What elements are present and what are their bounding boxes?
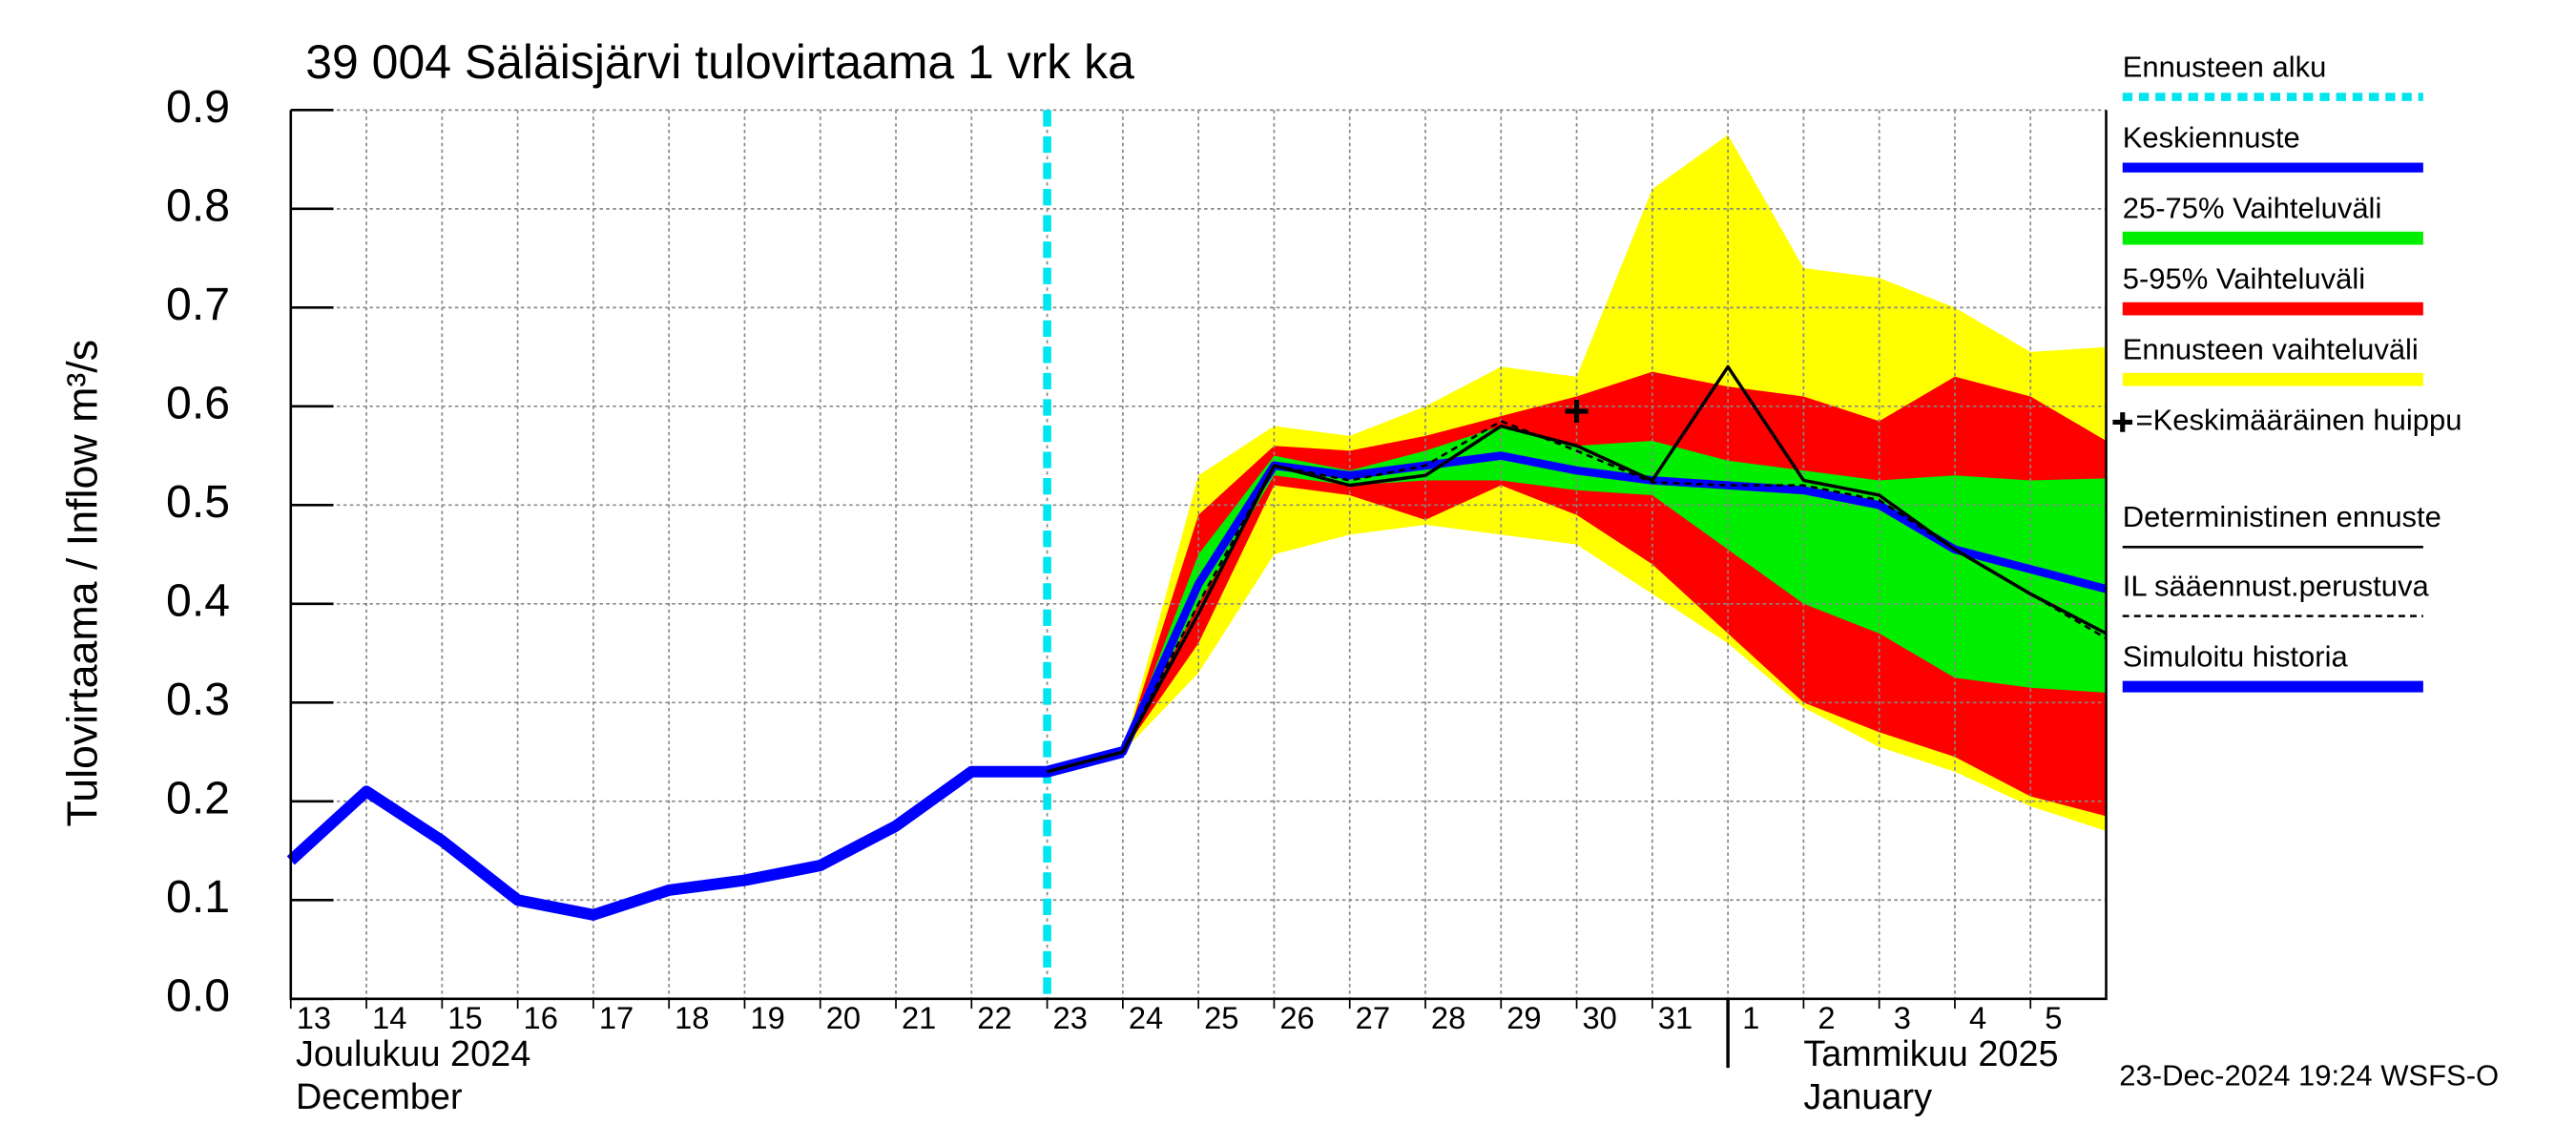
series-line <box>1047 420 2108 773</box>
y-tick-label: 0.2 <box>166 773 230 824</box>
y-tick-label: 0.5 <box>166 476 230 528</box>
x-tick-label: 24 <box>1129 1000 1163 1035</box>
x-tick-label: 30 <box>1583 1000 1617 1035</box>
month-label: Tammikuu 2025 <box>1803 1034 2058 1074</box>
y-tick-label: 0.4 <box>166 575 230 627</box>
y-tick-label: 0.8 <box>166 180 230 232</box>
x-tick-label: 26 <box>1279 1000 1314 1035</box>
x-tick-label: 14 <box>372 1000 406 1035</box>
legend-label: Simuloitu historia <box>2123 640 2349 674</box>
legend-label: 5-95% Vaihteluväli <box>2123 262 2365 296</box>
month-label: Joulukuu 2024 <box>296 1034 530 1074</box>
x-tick-label: 15 <box>447 1000 482 1035</box>
legend-label: Deterministinen ennuste <box>2123 500 2441 533</box>
legend-label: Keskiennuste <box>2123 121 2300 155</box>
x-tick-label: 1 <box>1742 1000 1759 1035</box>
x-tick-label: 17 <box>599 1000 634 1035</box>
legend-peak-symbol <box>2112 412 2133 432</box>
x-tick-label: 23 <box>1053 1000 1088 1035</box>
x-tick-label: 2 <box>1818 1000 1835 1035</box>
x-tick-label: 22 <box>977 1000 1011 1035</box>
x-tick-label: 25 <box>1204 1000 1238 1035</box>
month-label-en: December <box>296 1077 463 1117</box>
y-tick-label: 0.6 <box>166 378 230 429</box>
y-tick-label: 0.1 <box>166 871 230 923</box>
peak-marker <box>1565 399 1589 424</box>
month-label-en: January <box>1803 1077 1932 1117</box>
x-tick-label: 3 <box>1894 1000 1911 1035</box>
chart-title: 39 004 Säläisjärvi tulovirtaama 1 vrk ka <box>305 35 1134 89</box>
legend-label: =Keskimääräinen huippu <box>2136 404 2462 437</box>
x-tick-label: 5 <box>2045 1000 2062 1035</box>
x-tick-label: 20 <box>826 1000 861 1035</box>
y-tick-label: 0.7 <box>166 279 230 330</box>
x-tick-label: 21 <box>902 1000 936 1035</box>
series-line <box>1046 451 2108 776</box>
x-tick-label: 29 <box>1506 1000 1541 1035</box>
x-tick-label: 16 <box>524 1000 558 1035</box>
x-tick-label: 31 <box>1658 1000 1693 1035</box>
series-line <box>286 746 1125 921</box>
legend-label: Ennusteen vaihteluväli <box>2123 333 2419 366</box>
x-tick-label: 18 <box>675 1000 709 1035</box>
x-tick-label: 13 <box>297 1000 331 1035</box>
x-tick-label: 28 <box>1431 1000 1465 1035</box>
y-tick-label: 0.9 <box>166 81 230 133</box>
x-tick-label: 19 <box>750 1000 784 1035</box>
y-axis-label: Tulovirtaama / Inflow m³/s <box>58 340 106 827</box>
timestamp: 23-Dec-2024 19:24 WSFS-O <box>2119 1059 2499 1093</box>
legend-label: IL sääennust.perustuva <box>2123 570 2430 603</box>
legend-label: 25-75% Vaihteluväli <box>2123 192 2382 225</box>
band-area <box>1122 426 2107 753</box>
y-tick-label: 0.3 <box>166 674 230 725</box>
legend-label: Ennusteen alku <box>2123 50 2327 83</box>
x-tick-label: 27 <box>1356 1000 1390 1035</box>
x-tick-label: 4 <box>1969 1000 1986 1035</box>
series-line <box>1047 364 2108 774</box>
y-tick-label: 0.0 <box>166 970 230 1022</box>
